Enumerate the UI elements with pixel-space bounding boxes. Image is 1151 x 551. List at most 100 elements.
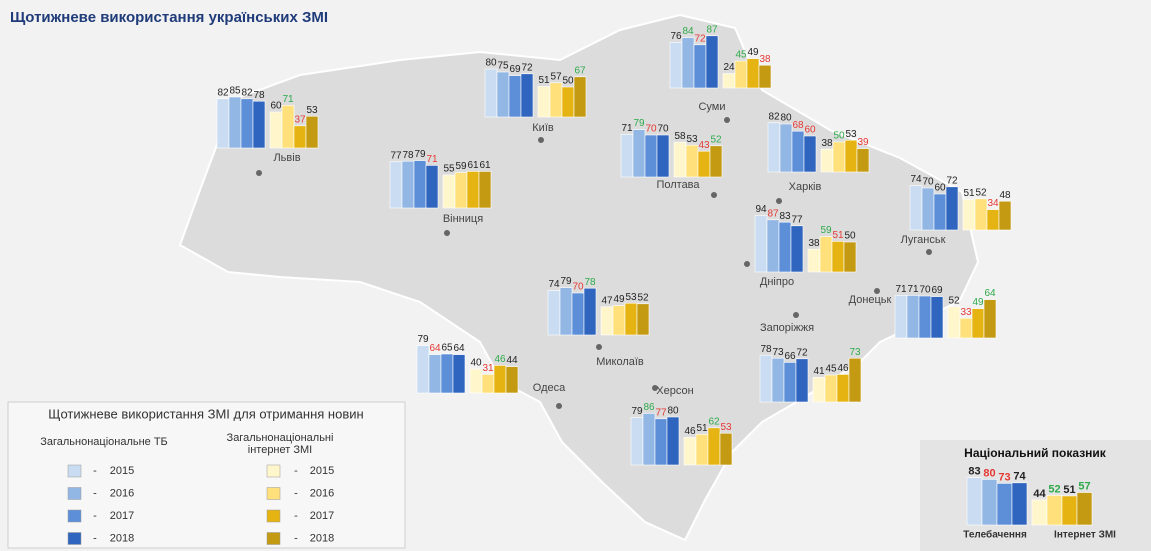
bar [906,295,920,339]
value-label: 53 [845,129,857,140]
bar [413,160,427,209]
legend-swatch [266,532,281,545]
value-label: 73 [772,347,784,358]
bar [281,105,295,149]
value-label: 40 [470,358,482,369]
bar [252,100,266,149]
bar [803,135,817,173]
bar [644,134,658,178]
city-dot [652,385,658,391]
legend-swatch [67,509,82,523]
bar [719,432,733,466]
bar [583,287,597,336]
bar [966,477,983,526]
value-label: 83 [779,211,791,222]
value-label: 33 [960,307,972,318]
value-label: 44 [506,355,518,366]
value-label: 48 [999,190,1011,201]
region-name: Харків [789,181,822,193]
value-label: 38 [808,238,820,249]
bar [894,295,908,339]
value-label: 64 [453,343,465,354]
bar [293,125,307,149]
bar [454,172,468,209]
city-dot [444,230,450,236]
bar [496,71,510,118]
bar [996,483,1013,526]
bar [766,219,780,273]
value-label: 70 [645,124,657,135]
value-label: 52 [948,295,960,306]
bar [779,123,793,173]
legend-separator: - [294,487,298,499]
legend-swatch [266,464,281,478]
value-label: 68 [792,120,804,131]
legend-year: 2017 [110,510,134,522]
value-label: 57 [1078,480,1090,492]
bar [547,290,561,336]
value-label: 87 [767,208,779,219]
value-label: 66 [784,351,796,362]
value-label: 61 [479,160,491,171]
region-name: Київ [532,122,554,134]
bar [856,148,870,173]
value-label: 79 [633,118,645,129]
bar [683,437,697,466]
value-label: 69 [509,64,521,75]
value-label: 31 [482,363,494,374]
bar [778,221,792,273]
value-label: 51 [1063,484,1075,496]
bar [767,122,781,173]
value-label: 70 [657,124,669,135]
bar [790,225,804,273]
bar [707,427,721,466]
value-label: 60 [270,101,282,112]
bar [505,366,519,394]
bar [425,165,439,209]
value-label: 82 [768,111,780,122]
bar [656,134,670,178]
bar [1011,482,1028,526]
bar [930,296,944,339]
value-label: 64 [429,343,441,354]
value-label: 78 [402,150,414,161]
legend-separator: - [93,532,97,544]
value-label: 38 [759,54,771,65]
bar [921,187,935,231]
bar [947,306,961,339]
legend-group: Загальнонаціональне ТБ [40,436,168,448]
region-name: Запоріжжя [760,322,814,334]
bar [612,305,626,336]
value-label: 79 [414,149,426,160]
bar [819,236,833,273]
value-label: 43 [698,140,710,151]
value-label: 84 [682,26,694,37]
value-label: 61 [467,160,479,171]
region-name: Одеса [533,382,566,394]
value-label: 46 [494,354,506,365]
value-label: 51 [696,423,708,434]
legend-separator: - [294,465,298,477]
legend-swatch [67,464,82,478]
chart-title: Щотижневе використання українських ЗМІ [10,9,328,26]
bar [632,129,646,178]
bar [600,306,614,336]
value-label: 80 [667,406,679,417]
value-label: 53 [686,134,698,145]
value-label: 52 [1048,483,1060,495]
value-label: 83 [968,466,980,478]
value-label: 79 [417,334,429,345]
bar [478,171,492,209]
value-label: 75 [497,61,509,72]
bar [630,417,644,466]
value-label: 52 [637,292,649,303]
value-label: 82 [217,87,229,98]
legend-year: 2016 [310,487,334,499]
legend-separator: - [93,487,97,499]
value-label: 39 [857,137,869,148]
bar [673,141,687,178]
city-dot [776,198,782,204]
legend-year: 2018 [310,532,334,544]
bar [685,144,699,178]
